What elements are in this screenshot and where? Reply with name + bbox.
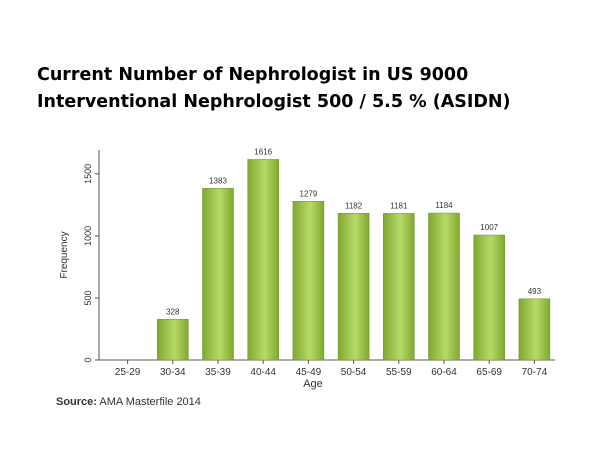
bar [518, 298, 551, 361]
x-tick-label: 25-29 [115, 367, 141, 378]
y-tick-label: 0 [83, 357, 93, 362]
x-tick-label: 65-69 [476, 367, 502, 378]
bar-data-label: 1279 [300, 189, 318, 198]
y-tick-label: 1500 [83, 164, 93, 184]
bar-data-label: 1007 [480, 223, 498, 232]
source-label: Source: [56, 396, 97, 408]
y-axis-title: Frequency [59, 231, 70, 278]
bar-data-label: 493 [528, 287, 542, 296]
y-tick-label: 1000 [83, 226, 93, 246]
bar [292, 201, 325, 361]
bar-data-label: 1184 [435, 201, 453, 210]
bar-data-label: 1616 [254, 147, 272, 156]
x-tick-label: 45-49 [296, 367, 322, 378]
x-tick-label: 70-74 [522, 367, 548, 378]
bar-data-label: 328 [166, 307, 180, 316]
x-tick-label: 50-54 [341, 367, 367, 378]
bar [247, 159, 279, 361]
bar-data-label: 1181 [390, 201, 408, 210]
bar-data-label: 1182 [345, 201, 363, 210]
bar [473, 234, 505, 361]
x-tick-label: 35-39 [205, 367, 231, 378]
x-tick-label: 40-44 [250, 367, 276, 378]
bar [157, 319, 189, 361]
x-tick-label: 55-59 [386, 367, 412, 378]
y-tick-label: 500 [83, 290, 93, 305]
source-text: AMA Masterfile 2014 [99, 396, 201, 408]
slide-title: Current Number of Nephrologist in US 900… [37, 62, 511, 116]
title-line-1: Current Number of Nephrologist in US 900… [37, 65, 469, 85]
title-line-2: Interventional Nephrologist 500 / 5.5 % … [37, 92, 511, 112]
bar-data-label: 1383 [209, 176, 227, 185]
x-tick-label: 30-34 [160, 367, 186, 378]
bar [383, 213, 415, 361]
x-axis-title: Age [303, 378, 323, 390]
x-tick-label: 60-64 [431, 367, 457, 378]
bar [337, 213, 370, 361]
source-note: Source: AMA Masterfile 2014 [56, 396, 201, 408]
bar [428, 212, 460, 361]
bar [202, 188, 234, 361]
